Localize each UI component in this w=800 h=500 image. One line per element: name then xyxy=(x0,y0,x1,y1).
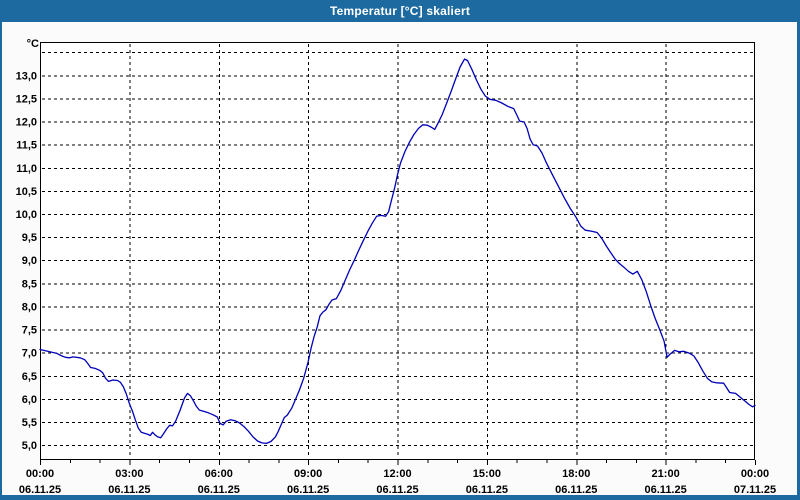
x-tick-time-label: 21:00 xyxy=(652,468,680,480)
y-tick-label: 10,5 xyxy=(16,186,37,198)
y-tick-label: 11,0 xyxy=(16,163,37,175)
y-tick-label: 12,0 xyxy=(16,117,37,129)
x-tick-date-label: 06.11.25 xyxy=(108,484,150,496)
y-tick-label: 6,0 xyxy=(22,394,37,406)
x-tick-time-label: 03:00 xyxy=(115,468,143,480)
x-tick-time-label: 18:00 xyxy=(562,468,590,480)
y-tick-label: 8,0 xyxy=(22,301,37,313)
y-tick-label: 9,5 xyxy=(22,232,37,244)
y-tick-label: 6,5 xyxy=(22,371,37,383)
x-tick-time-label: 00:00 xyxy=(26,468,54,480)
y-tick-label: 7,5 xyxy=(22,325,37,337)
x-tick-date-label: 06.11.25 xyxy=(287,484,329,496)
x-tick-date-label: 06.11.25 xyxy=(466,484,508,496)
temperature-line xyxy=(39,58,756,445)
window-border-right xyxy=(797,22,800,500)
x-tick-date-label: 06.11.25 xyxy=(376,484,418,496)
y-tick-label: 5,5 xyxy=(22,417,37,429)
window-border-bottom xyxy=(0,495,800,500)
x-tick-date-label: 06.11.25 xyxy=(645,484,687,496)
y-tick-label: 10,0 xyxy=(16,209,37,221)
x-tick-date-label: 06.11.25 xyxy=(198,484,240,496)
y-tick-label: 12,5 xyxy=(16,93,37,105)
y-tick-label: 11,5 xyxy=(16,140,37,152)
y-tick-label: 9,0 xyxy=(22,255,37,267)
window-titlebar[interactable]: Temperatur [°C] skaliert xyxy=(0,0,800,22)
x-tick-time-label: 15:00 xyxy=(473,468,501,480)
y-tick-label: 7,0 xyxy=(22,348,37,360)
x-tick-date-label: 06.11.25 xyxy=(19,484,61,496)
x-tick-date-label: 07.11.25 xyxy=(734,484,776,496)
y-tick-label: 8,5 xyxy=(22,278,37,290)
x-tick-time-label: 06:00 xyxy=(205,468,233,480)
x-tick-date-label: 06.11.25 xyxy=(555,484,597,496)
x-tick-time-label: 12:00 xyxy=(383,468,411,480)
y-tick-label: 13,0 xyxy=(16,70,37,82)
window-border-left xyxy=(0,22,2,500)
x-tick-time-label: 00:00 xyxy=(741,468,769,480)
x-tick-time-label: 09:00 xyxy=(294,468,322,480)
y-axis-unit-label: °C xyxy=(26,38,39,50)
window-title: Temperatur [°C] skaliert xyxy=(329,4,471,18)
y-tick-label: 5,0 xyxy=(22,440,37,452)
